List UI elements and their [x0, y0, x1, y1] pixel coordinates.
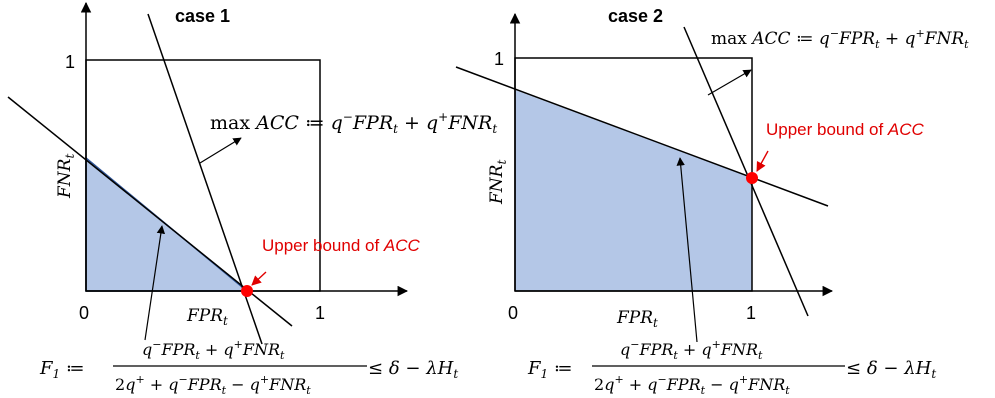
case1-x-label: FPRt [186, 306, 228, 328]
case2-feasible-region [515, 90, 752, 291]
formula-right-rhs: ≤ δ − λHt [846, 358, 936, 381]
case2-title: case 2 [608, 6, 663, 26]
case2-upper-bound-arrow [756, 150, 769, 172]
formula-right-numerator: q−FPRt + q+FNRt [620, 338, 763, 362]
case2-y-label: FNRt [487, 160, 509, 205]
formula-left-denominator: 2q+ + q−FPRt − q+FNRt [115, 373, 311, 397]
case2-optimum-point [746, 172, 758, 184]
case1-formula-pointer [144, 225, 166, 341]
case2-f1-line [455, 66, 829, 207]
case1-upper-bound-arrow [251, 271, 267, 286]
case2-x-label: FPRt [616, 308, 658, 330]
case1-optimum-point [241, 285, 253, 297]
formula-left: F1 ≔ q−FPRt + q+FNRt 2q+ + q−FPRt − q+FN… [39, 338, 458, 397]
case1-y-label: FNRt [55, 154, 77, 199]
case2-panel: case 2 1 0 1 FNRt FPRt max ACC ≔ q−FPRt … [455, 6, 969, 343]
case1-tick-y1: 1 [65, 52, 75, 72]
formula-left-numerator: q−FPRt + q+FNRt [142, 338, 285, 362]
formula-left-lhs: F1 ≔ [39, 358, 84, 381]
formula-right-denominator: 2q+ + q−FPRt − q+FNRt [594, 373, 790, 397]
case2-formula-pointer [676, 157, 698, 343]
case1-objective-text: max ACC ≔ q−FPRt + q+FNRt [210, 110, 497, 136]
case1-tick-x1: 1 [315, 303, 325, 323]
case1-tick-x0: 0 [79, 303, 89, 323]
formula-left-rhs: ≤ δ − λHt [368, 358, 458, 381]
case1-title: case 1 [175, 6, 230, 26]
case2-objective-line [683, 26, 809, 317]
case2-upper-bound-label: Upper bound of ACC [766, 120, 925, 139]
case1-objective-arrow [199, 137, 242, 164]
formula-right-lhs: F1 ≔ [527, 358, 572, 381]
case2-objective-arrow [707, 69, 752, 96]
case2-tick-x0: 0 [508, 303, 518, 323]
formula-right: F1 ≔ q−FPRt + q+FNRt 2q+ + q−FPRt − q+FN… [527, 338, 936, 397]
case1-panel: case 1 1 0 1 FNRt FPRt max ACC ≔ q−FPRt … [7, 1, 497, 345]
case1-upper-bound-label: Upper bound of ACC [262, 236, 421, 255]
case2-tick-x1: 1 [746, 303, 756, 323]
case2-objective-text: max ACC ≔ q−FPRt + q+FNRt [711, 27, 969, 51]
case2-tick-y1: 1 [494, 49, 504, 69]
